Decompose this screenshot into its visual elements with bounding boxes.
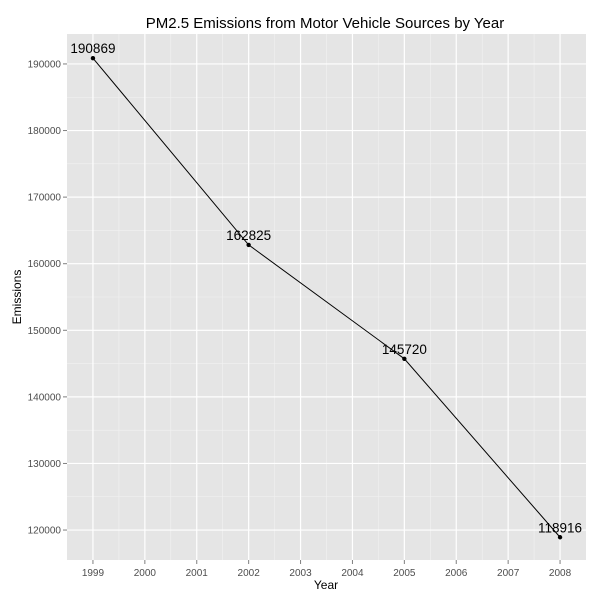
data-point bbox=[90, 55, 96, 61]
x-tick-label: 2002 bbox=[238, 568, 261, 579]
y-tick-label: 180000 bbox=[28, 126, 62, 137]
x-tick-label: 2007 bbox=[497, 568, 520, 579]
y-tick-label: 130000 bbox=[28, 459, 62, 470]
data-labels: 190869 162825 145720 118916 bbox=[70, 41, 582, 535]
x-tick-label: 2008 bbox=[549, 568, 572, 579]
y-tick-label: 140000 bbox=[28, 392, 62, 403]
data-label: 118916 bbox=[538, 520, 582, 535]
y-tick-label: 190000 bbox=[28, 59, 62, 70]
x-axis: 1999 2000 2001 2002 2003 2004 2005 2006 2007 2008 bbox=[82, 560, 572, 579]
chart-title: PM2.5 Emissions from Motor Vehicle Sourc… bbox=[146, 15, 505, 32]
y-tick-label: 170000 bbox=[28, 193, 62, 204]
y-axis: 120000 130000 140000 150000 160000 170000 1800… bbox=[28, 59, 67, 537]
y-tick-label: 150000 bbox=[28, 326, 62, 337]
x-tick-label: 2000 bbox=[134, 568, 157, 579]
x-tick-label: 1999 bbox=[82, 568, 105, 579]
data-label: 162825 bbox=[226, 228, 271, 243]
x-tick-label: 2004 bbox=[341, 568, 364, 579]
x-tick-label: 2001 bbox=[186, 568, 209, 579]
data-point bbox=[557, 535, 563, 540]
x-tick-label: 2005 bbox=[393, 568, 416, 579]
y-tick-label: 120000 bbox=[28, 526, 62, 537]
y-tick-label: 160000 bbox=[28, 259, 62, 270]
data-point bbox=[246, 242, 251, 248]
x-tick-label: 2003 bbox=[289, 568, 312, 579]
x-axis-title: Year bbox=[314, 578, 338, 592]
y-axis-title: Emissions bbox=[10, 270, 24, 325]
data-points bbox=[90, 55, 563, 540]
data-point bbox=[402, 356, 407, 361]
x-tick-label: 2006 bbox=[445, 568, 468, 579]
emissions-line bbox=[92, 57, 561, 538]
data-label: 145720 bbox=[382, 342, 427, 357]
data-label: 190869 bbox=[70, 41, 115, 56]
major-grid bbox=[67, 34, 586, 560]
minor-grid bbox=[67, 34, 586, 560]
